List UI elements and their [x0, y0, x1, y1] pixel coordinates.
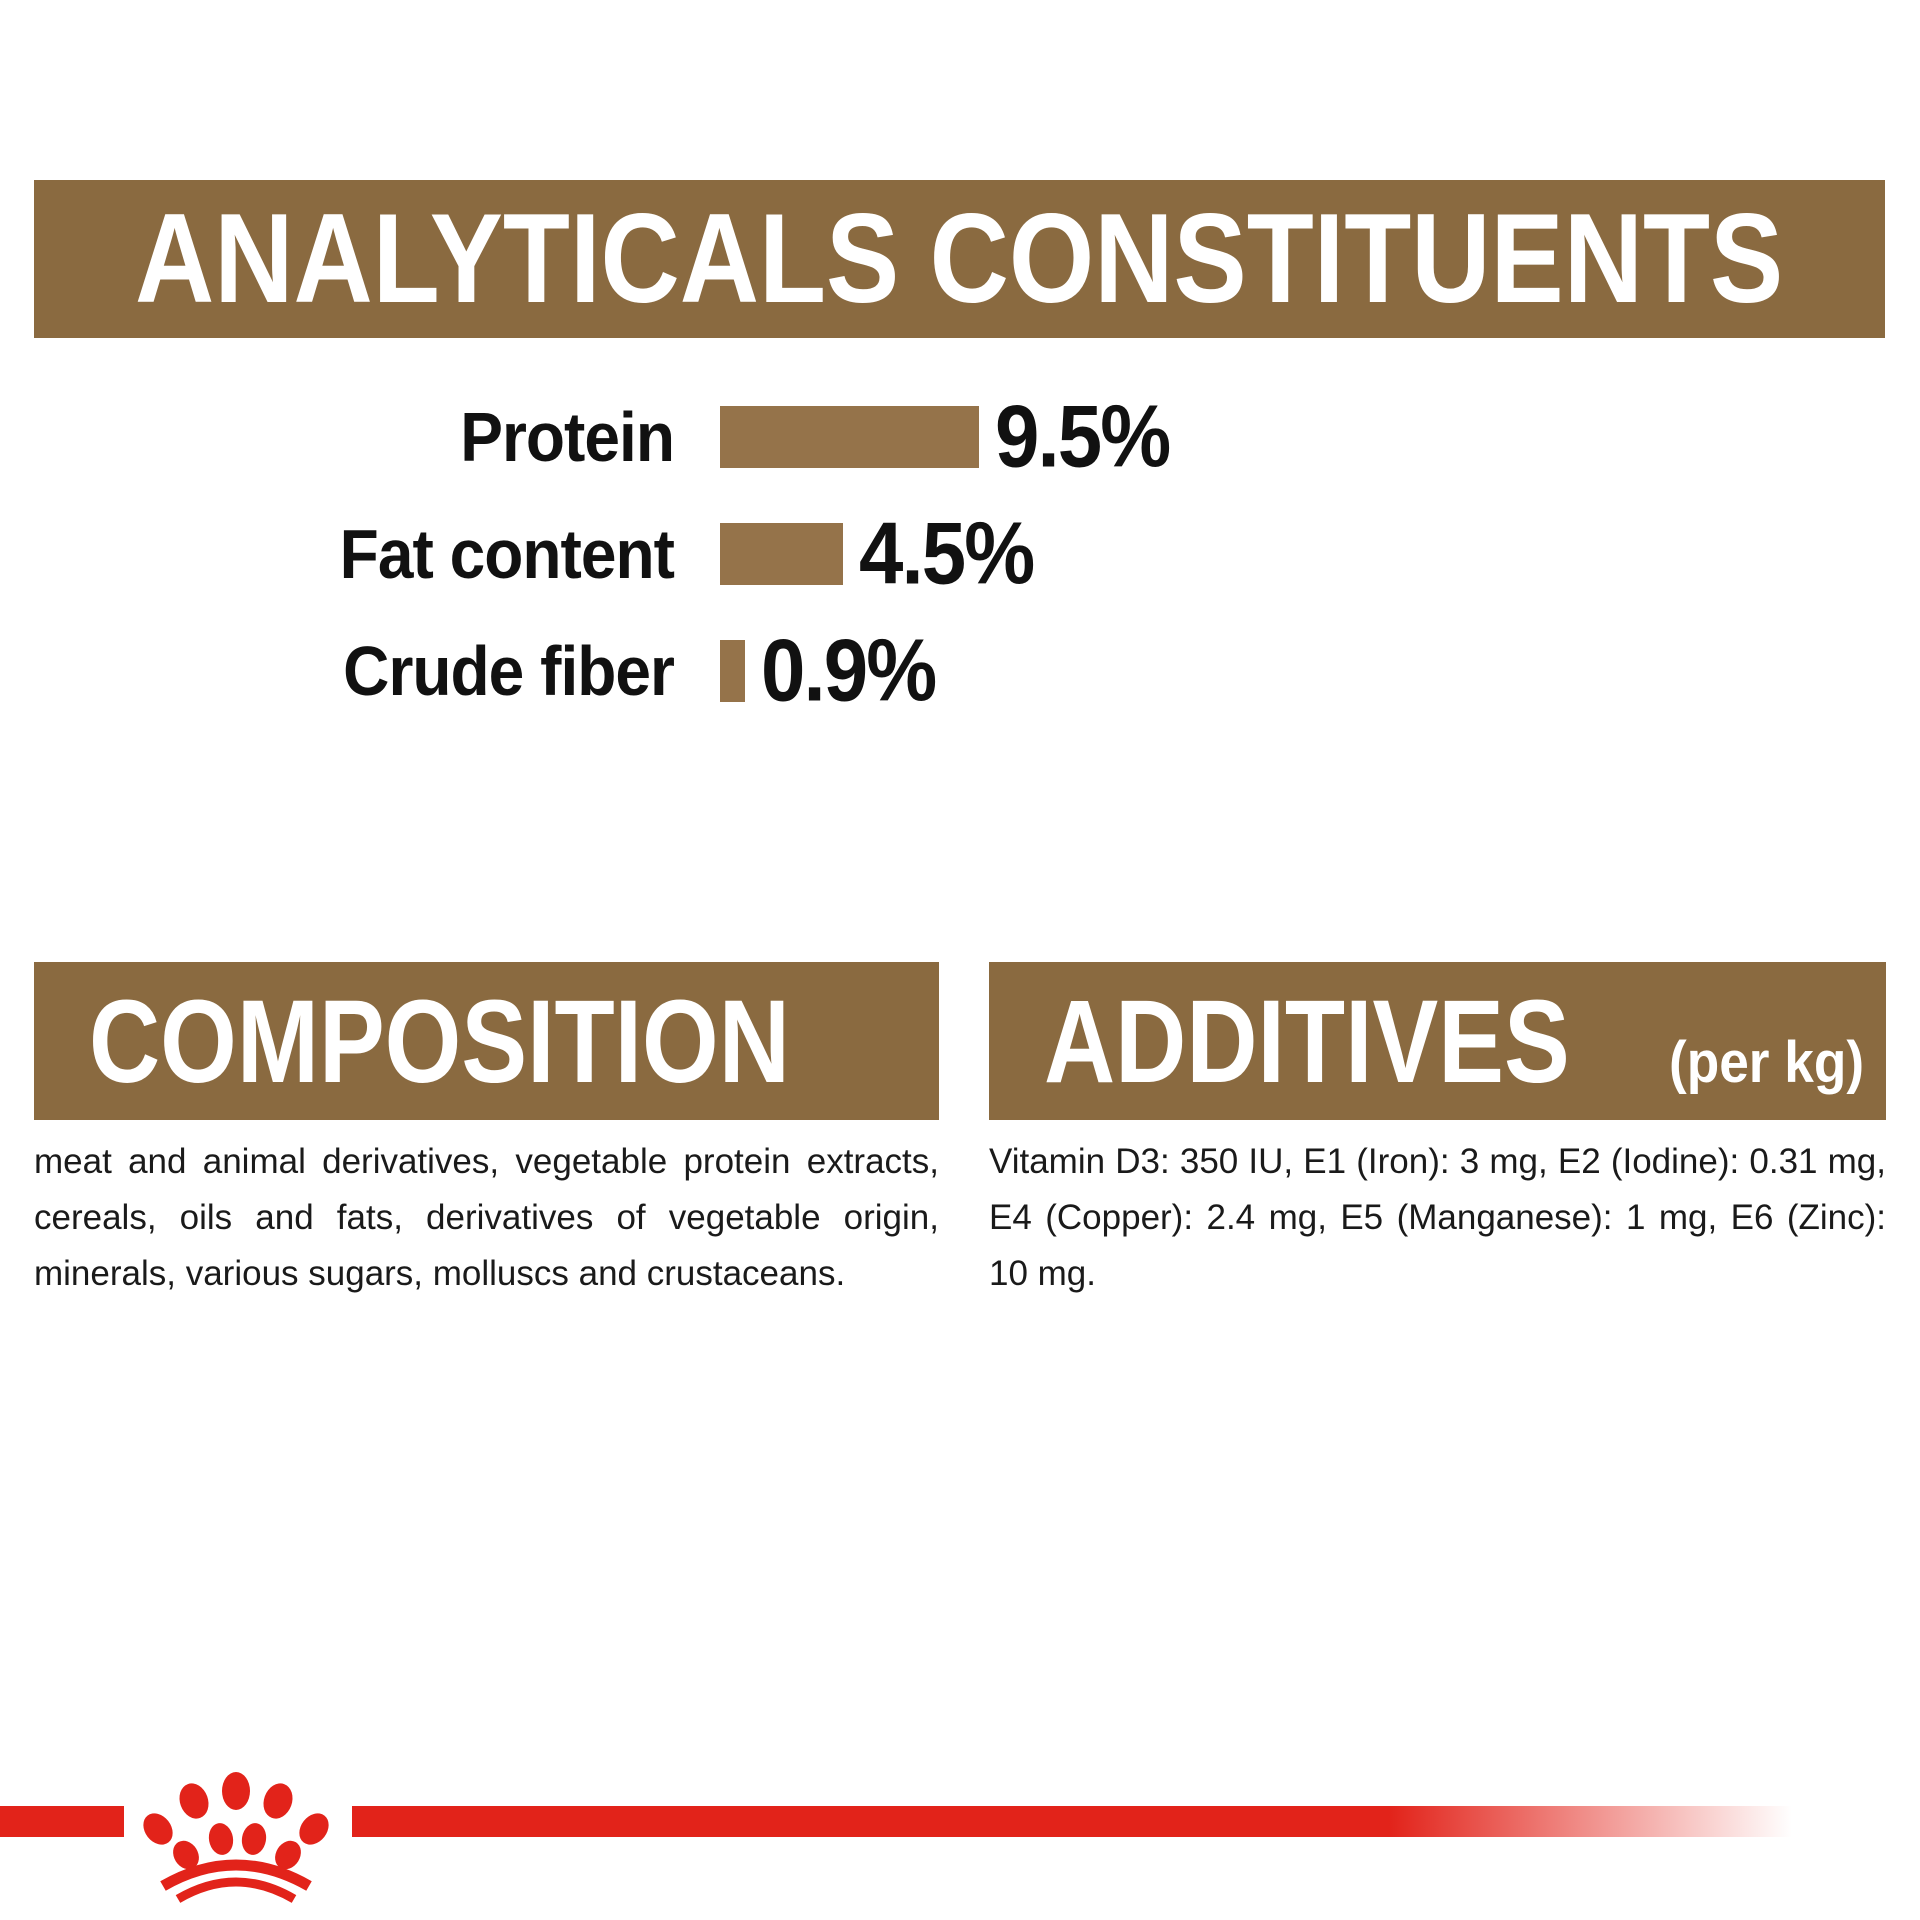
chart-row: Crude fiber 0.9%: [34, 612, 1334, 729]
red-band-right: [352, 1806, 1792, 1837]
additives-title: ADDITIVES: [1044, 975, 1570, 1107]
royal-canin-crown-logo: [143, 1772, 329, 1903]
analyticals-header-bar: ANALYTICALS CONSTITUENTS: [34, 180, 1885, 338]
chart-row: Protein 9.5%: [34, 378, 1334, 495]
additives-section: ADDITIVES (per kg) Vitamin D3: 350 IU, E…: [989, 962, 1886, 1302]
composition-title: COMPOSITION: [89, 975, 790, 1107]
chart-row-label: Crude fiber: [343, 631, 675, 710]
chart-value: 9.5%: [995, 386, 1171, 486]
additives-per-kg-label: (per kg): [1669, 1027, 1865, 1095]
chart-row-label: Fat content: [339, 514, 675, 593]
chart-value: 0.9%: [761, 620, 937, 720]
composition-body: meat and animal derivatives, vegetable p…: [34, 1142, 939, 1293]
red-band-left: [0, 1806, 124, 1837]
chart-bar: [720, 405, 979, 468]
composition-header-bar: COMPOSITION: [34, 962, 939, 1120]
constituents-chart: Protein 9.5% Fat content 4.5% Crude fibe…: [34, 378, 1334, 729]
chart-bar: [720, 522, 843, 585]
additives-header-bar: ADDITIVES (per kg): [989, 962, 1886, 1120]
chart-row-label: Protein: [460, 397, 675, 476]
analyticals-title: ANALYTICALS CONSTITUENTS: [135, 187, 1784, 331]
chart-value: 4.5%: [859, 503, 1035, 603]
chart-bar: [720, 639, 745, 702]
additives-body: Vitamin D3: 350 IU, E1 (Iron): 3 mg, E2 …: [989, 1142, 1886, 1293]
chart-row: Fat content 4.5%: [34, 495, 1334, 612]
composition-section: COMPOSITION meat and animal derivatives,…: [34, 962, 939, 1302]
